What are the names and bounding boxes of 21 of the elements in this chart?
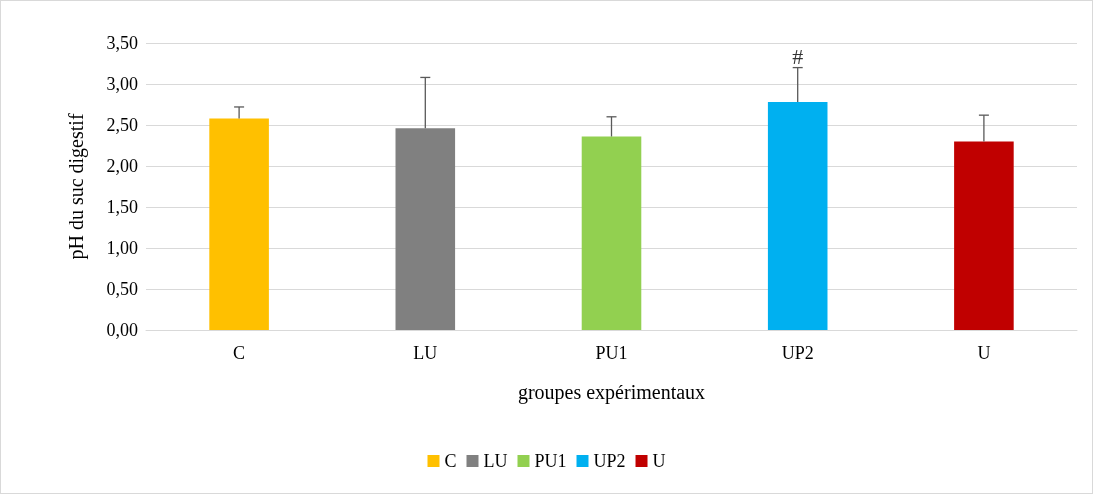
legend-label: PU1: [534, 451, 567, 471]
x-tick-label: UP2: [781, 343, 814, 363]
y-axis-title: pH du suc digestif: [65, 113, 88, 260]
y-tick-label: 1,00: [106, 238, 138, 258]
y-tick-label: 1,50: [106, 197, 138, 217]
y-tick-label: 0,50: [106, 279, 138, 299]
y-tick-label: 3,50: [106, 33, 138, 53]
legend-label: UP2: [593, 451, 626, 471]
y-tick-label: 2,50: [106, 115, 138, 135]
x-tick-label: LU: [413, 343, 438, 363]
annotation: #: [792, 44, 804, 70]
y-tick-label: 2,00: [106, 156, 138, 176]
x-axis-title: groupes expérimentaux: [517, 381, 706, 404]
legend-label: LU: [483, 451, 508, 471]
y-tick-label: 3,00: [106, 74, 138, 94]
legend-label: U: [652, 451, 666, 471]
x-tick-label: C: [233, 343, 246, 363]
x-tick-label: U: [977, 343, 991, 363]
x-tick-label: PU1: [595, 343, 628, 363]
y-tick-label: 0,00: [106, 320, 138, 340]
legend-label: C: [444, 451, 457, 471]
